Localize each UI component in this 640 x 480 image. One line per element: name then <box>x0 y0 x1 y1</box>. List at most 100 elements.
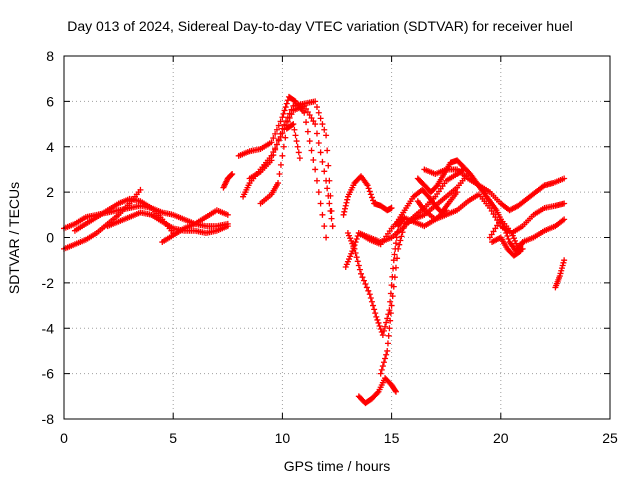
series-track-m <box>377 170 472 377</box>
data-point <box>374 389 381 396</box>
data-point <box>308 115 315 122</box>
data-point <box>379 332 386 339</box>
data-point <box>286 110 293 117</box>
data-point <box>495 219 502 226</box>
data-point <box>301 109 308 116</box>
data-point <box>327 192 334 199</box>
data-point <box>317 115 324 122</box>
data-point <box>283 118 290 125</box>
data-point <box>344 196 351 203</box>
x-axis-label: GPS time / hours <box>283 458 391 474</box>
data-point <box>516 248 523 255</box>
data-point <box>486 205 493 212</box>
data-point <box>561 175 568 182</box>
data-point <box>275 180 282 187</box>
data-point <box>363 284 370 291</box>
data-point <box>351 242 358 249</box>
data-point <box>324 147 331 154</box>
y-axis-label: SDTVAR / TECUs <box>6 181 22 295</box>
x-tick-label: 10 <box>275 430 291 446</box>
series-track-b <box>61 186 144 252</box>
data-point <box>342 205 349 212</box>
data-point <box>340 211 347 218</box>
data-point <box>494 222 501 229</box>
series-track-j <box>257 121 303 207</box>
data-point <box>371 306 378 313</box>
data-point <box>350 245 357 252</box>
data-point <box>398 233 405 240</box>
data-point <box>360 277 367 284</box>
data-point <box>326 200 333 207</box>
x-tick-label: 20 <box>493 430 509 446</box>
data-point <box>319 121 326 128</box>
data-point <box>386 325 393 332</box>
data-point <box>356 266 363 273</box>
data-point <box>392 388 399 395</box>
data-point <box>273 141 280 148</box>
data-point <box>313 104 320 111</box>
data-point <box>308 147 315 154</box>
data-point <box>292 132 299 139</box>
data-point <box>277 130 284 137</box>
data-point <box>312 166 319 173</box>
data-point <box>275 136 282 143</box>
data-point <box>365 185 372 192</box>
data-point <box>310 118 317 125</box>
series-track-g <box>240 102 336 230</box>
data-point <box>284 114 291 121</box>
data-point <box>390 265 397 272</box>
data-point <box>270 135 277 142</box>
data-point <box>492 214 499 221</box>
data-point <box>294 143 301 150</box>
data-point <box>433 183 440 190</box>
data-point <box>488 231 495 238</box>
data-point <box>328 208 335 215</box>
data-point <box>454 189 461 196</box>
data-point <box>372 310 379 317</box>
data-point <box>312 98 319 105</box>
data-point <box>315 139 322 146</box>
data-point <box>270 152 277 159</box>
y-tick-label: -4 <box>42 320 55 336</box>
data-point <box>561 200 568 207</box>
data-point <box>328 215 335 222</box>
x-tick-label: 15 <box>384 430 400 446</box>
data-point <box>387 317 394 324</box>
data-point <box>486 234 493 241</box>
data-point <box>228 171 235 178</box>
data-point <box>295 149 302 156</box>
data-point <box>277 161 284 168</box>
data-point <box>313 130 320 137</box>
data-point <box>366 291 373 298</box>
data-point <box>342 202 349 209</box>
data-point <box>388 205 395 212</box>
series-track-k <box>340 173 395 218</box>
data-point <box>359 274 366 281</box>
data-point <box>279 152 286 159</box>
data-point <box>137 186 144 193</box>
data-point <box>281 121 288 128</box>
data-point <box>310 156 317 163</box>
series-track-p <box>355 166 467 246</box>
data-point <box>370 197 377 204</box>
data-point <box>392 240 399 247</box>
axis-ticks: 0 5 10 15 20 25 -8 -6 -4 -2 0 2 4 6 8 <box>42 48 618 446</box>
data-point <box>321 126 328 133</box>
data-point <box>303 119 310 126</box>
data-point <box>317 149 324 156</box>
data-point <box>319 211 326 218</box>
data-point <box>281 107 288 114</box>
data-point <box>385 332 392 339</box>
data-point <box>288 106 295 113</box>
data-point <box>488 208 495 215</box>
data-point <box>490 228 497 235</box>
data-point <box>315 189 322 196</box>
data-point <box>376 322 383 329</box>
series-track-s <box>421 166 568 214</box>
data-point <box>275 122 282 129</box>
data-point <box>273 126 280 133</box>
chart-title: Day 013 of 2024, Sidereal Day-to-day VTE… <box>67 18 573 34</box>
series-track-i <box>246 98 336 230</box>
data-point <box>224 211 231 218</box>
data-points <box>61 93 568 407</box>
